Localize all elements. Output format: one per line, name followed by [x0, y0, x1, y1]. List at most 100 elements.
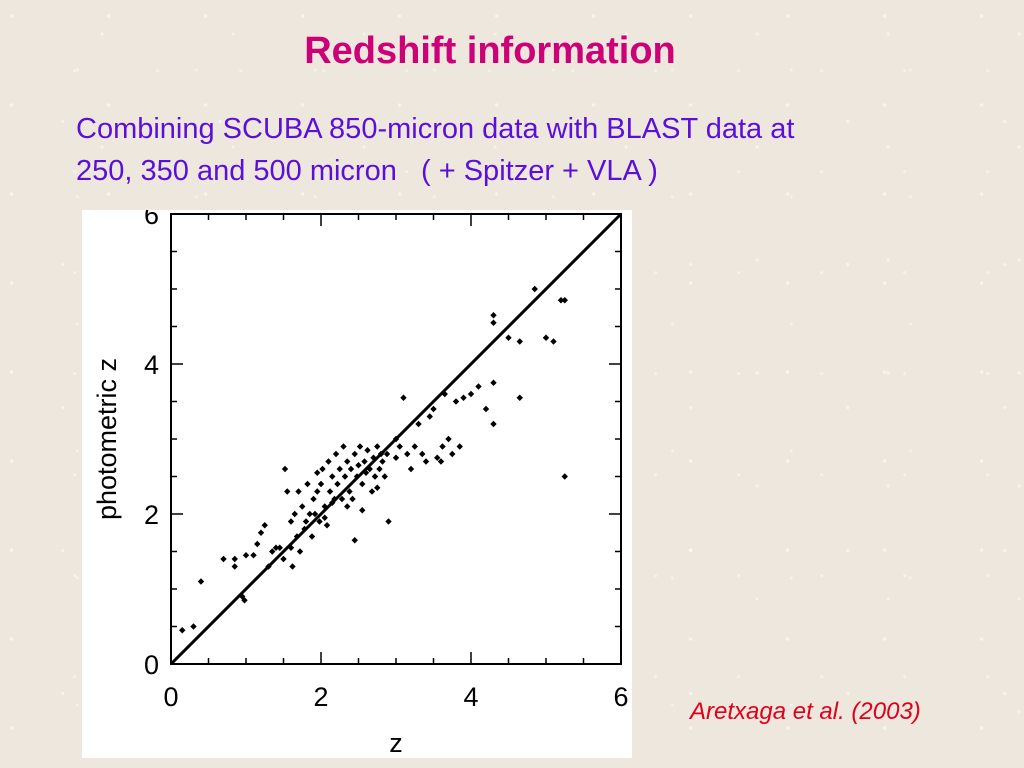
data-point	[404, 450, 411, 458]
data-point	[299, 503, 306, 510]
data-point	[419, 450, 426, 458]
data-point	[311, 510, 319, 518]
data-point	[242, 552, 250, 559]
data-point	[323, 522, 331, 529]
data-point	[392, 454, 400, 461]
subtitle-line-2: 250, 350 and 500 micron ( + Spitzer + VL…	[76, 155, 658, 187]
data-point	[361, 458, 368, 465]
y-tick-label: 6	[144, 210, 159, 230]
data-point	[257, 529, 265, 536]
data-point	[381, 473, 388, 480]
data-point	[321, 514, 328, 521]
x-tick-label: 2	[313, 682, 328, 712]
data-point	[344, 458, 351, 465]
data-point	[449, 450, 456, 458]
data-point	[490, 319, 497, 326]
data-point	[254, 540, 261, 548]
y-tick-label: 4	[144, 350, 159, 380]
data-point	[261, 522, 268, 529]
data-point	[426, 413, 433, 420]
data-point	[190, 623, 197, 630]
data-point	[396, 443, 403, 450]
data-point	[296, 548, 304, 555]
data-point	[359, 507, 366, 514]
data-point	[490, 312, 497, 319]
data-point	[349, 495, 356, 503]
data-point	[344, 503, 351, 510]
citation: Aretxaga et al. (2003)	[690, 698, 921, 725]
data-point	[430, 405, 437, 413]
data-point	[490, 379, 497, 386]
data-point	[316, 518, 323, 525]
scatter-plot-svg: 0 2 4 6 0 2 4 6 z photometric z	[92, 210, 629, 758]
data-point	[325, 458, 332, 465]
data-point	[304, 480, 311, 488]
y-tick-label: 0	[144, 650, 159, 680]
data-point	[385, 518, 392, 525]
data-point	[308, 533, 316, 540]
data-point	[374, 484, 381, 491]
data-point	[329, 473, 336, 480]
data-point	[356, 443, 364, 450]
data-point	[341, 473, 349, 480]
x-tick-label: 0	[163, 682, 178, 712]
data-point	[561, 297, 568, 304]
data-point	[550, 338, 557, 345]
axis-ticks	[170, 213, 622, 665]
data-point	[516, 394, 523, 401]
data-point	[239, 593, 246, 600]
scatter-chart: 0 2 4 6 0 2 4 6 z photometric z	[82, 210, 632, 758]
data-point	[306, 510, 313, 518]
data-point	[359, 480, 366, 488]
data-point	[310, 495, 317, 503]
data-point	[542, 334, 550, 341]
data-point	[441, 390, 448, 398]
y-axis-label: photometric z	[92, 358, 122, 520]
data-point	[368, 488, 376, 495]
data-point	[347, 465, 355, 473]
slide-title: Redshift information	[304, 30, 676, 72]
x-tick-labels: 0 2 4 6	[163, 682, 628, 712]
data-point	[355, 462, 362, 469]
data-point	[287, 518, 295, 525]
data-point	[197, 578, 205, 585]
data-point	[437, 458, 445, 465]
data-point	[351, 450, 358, 458]
data-point	[295, 488, 302, 495]
data-point	[531, 285, 538, 293]
data-point	[231, 555, 238, 563]
data-point	[314, 488, 321, 495]
data-point	[280, 555, 287, 563]
data-point	[291, 510, 298, 518]
data-point	[338, 495, 346, 503]
data-point	[346, 488, 353, 495]
data-point	[351, 537, 358, 544]
slide-subtitle: Combining SCUBA 850-micron data with BLA…	[76, 108, 976, 192]
data-point	[334, 480, 341, 488]
data-point	[272, 544, 280, 551]
data-point	[475, 383, 482, 390]
data-point	[516, 338, 523, 345]
data-point	[374, 443, 381, 450]
x-tick-label: 4	[463, 682, 478, 712]
subtitle-line-1: Combining SCUBA 850-micron data with BLA…	[76, 113, 795, 145]
data-point	[364, 447, 371, 454]
data-point	[445, 435, 452, 443]
data-point	[287, 544, 295, 551]
x-tick-label: 6	[613, 682, 628, 712]
data-point	[366, 465, 373, 473]
data-point	[557, 297, 565, 304]
data-point	[276, 544, 283, 551]
data-point	[467, 390, 475, 398]
data-point	[407, 465, 415, 473]
data-point	[340, 443, 347, 450]
data-point	[289, 563, 296, 570]
data-point	[336, 465, 343, 473]
data-point	[505, 334, 512, 341]
data-points	[179, 285, 568, 634]
data-point	[281, 465, 289, 473]
data-point	[415, 420, 422, 428]
data-point	[370, 454, 377, 461]
data-point	[434, 454, 441, 461]
data-point	[379, 458, 386, 465]
